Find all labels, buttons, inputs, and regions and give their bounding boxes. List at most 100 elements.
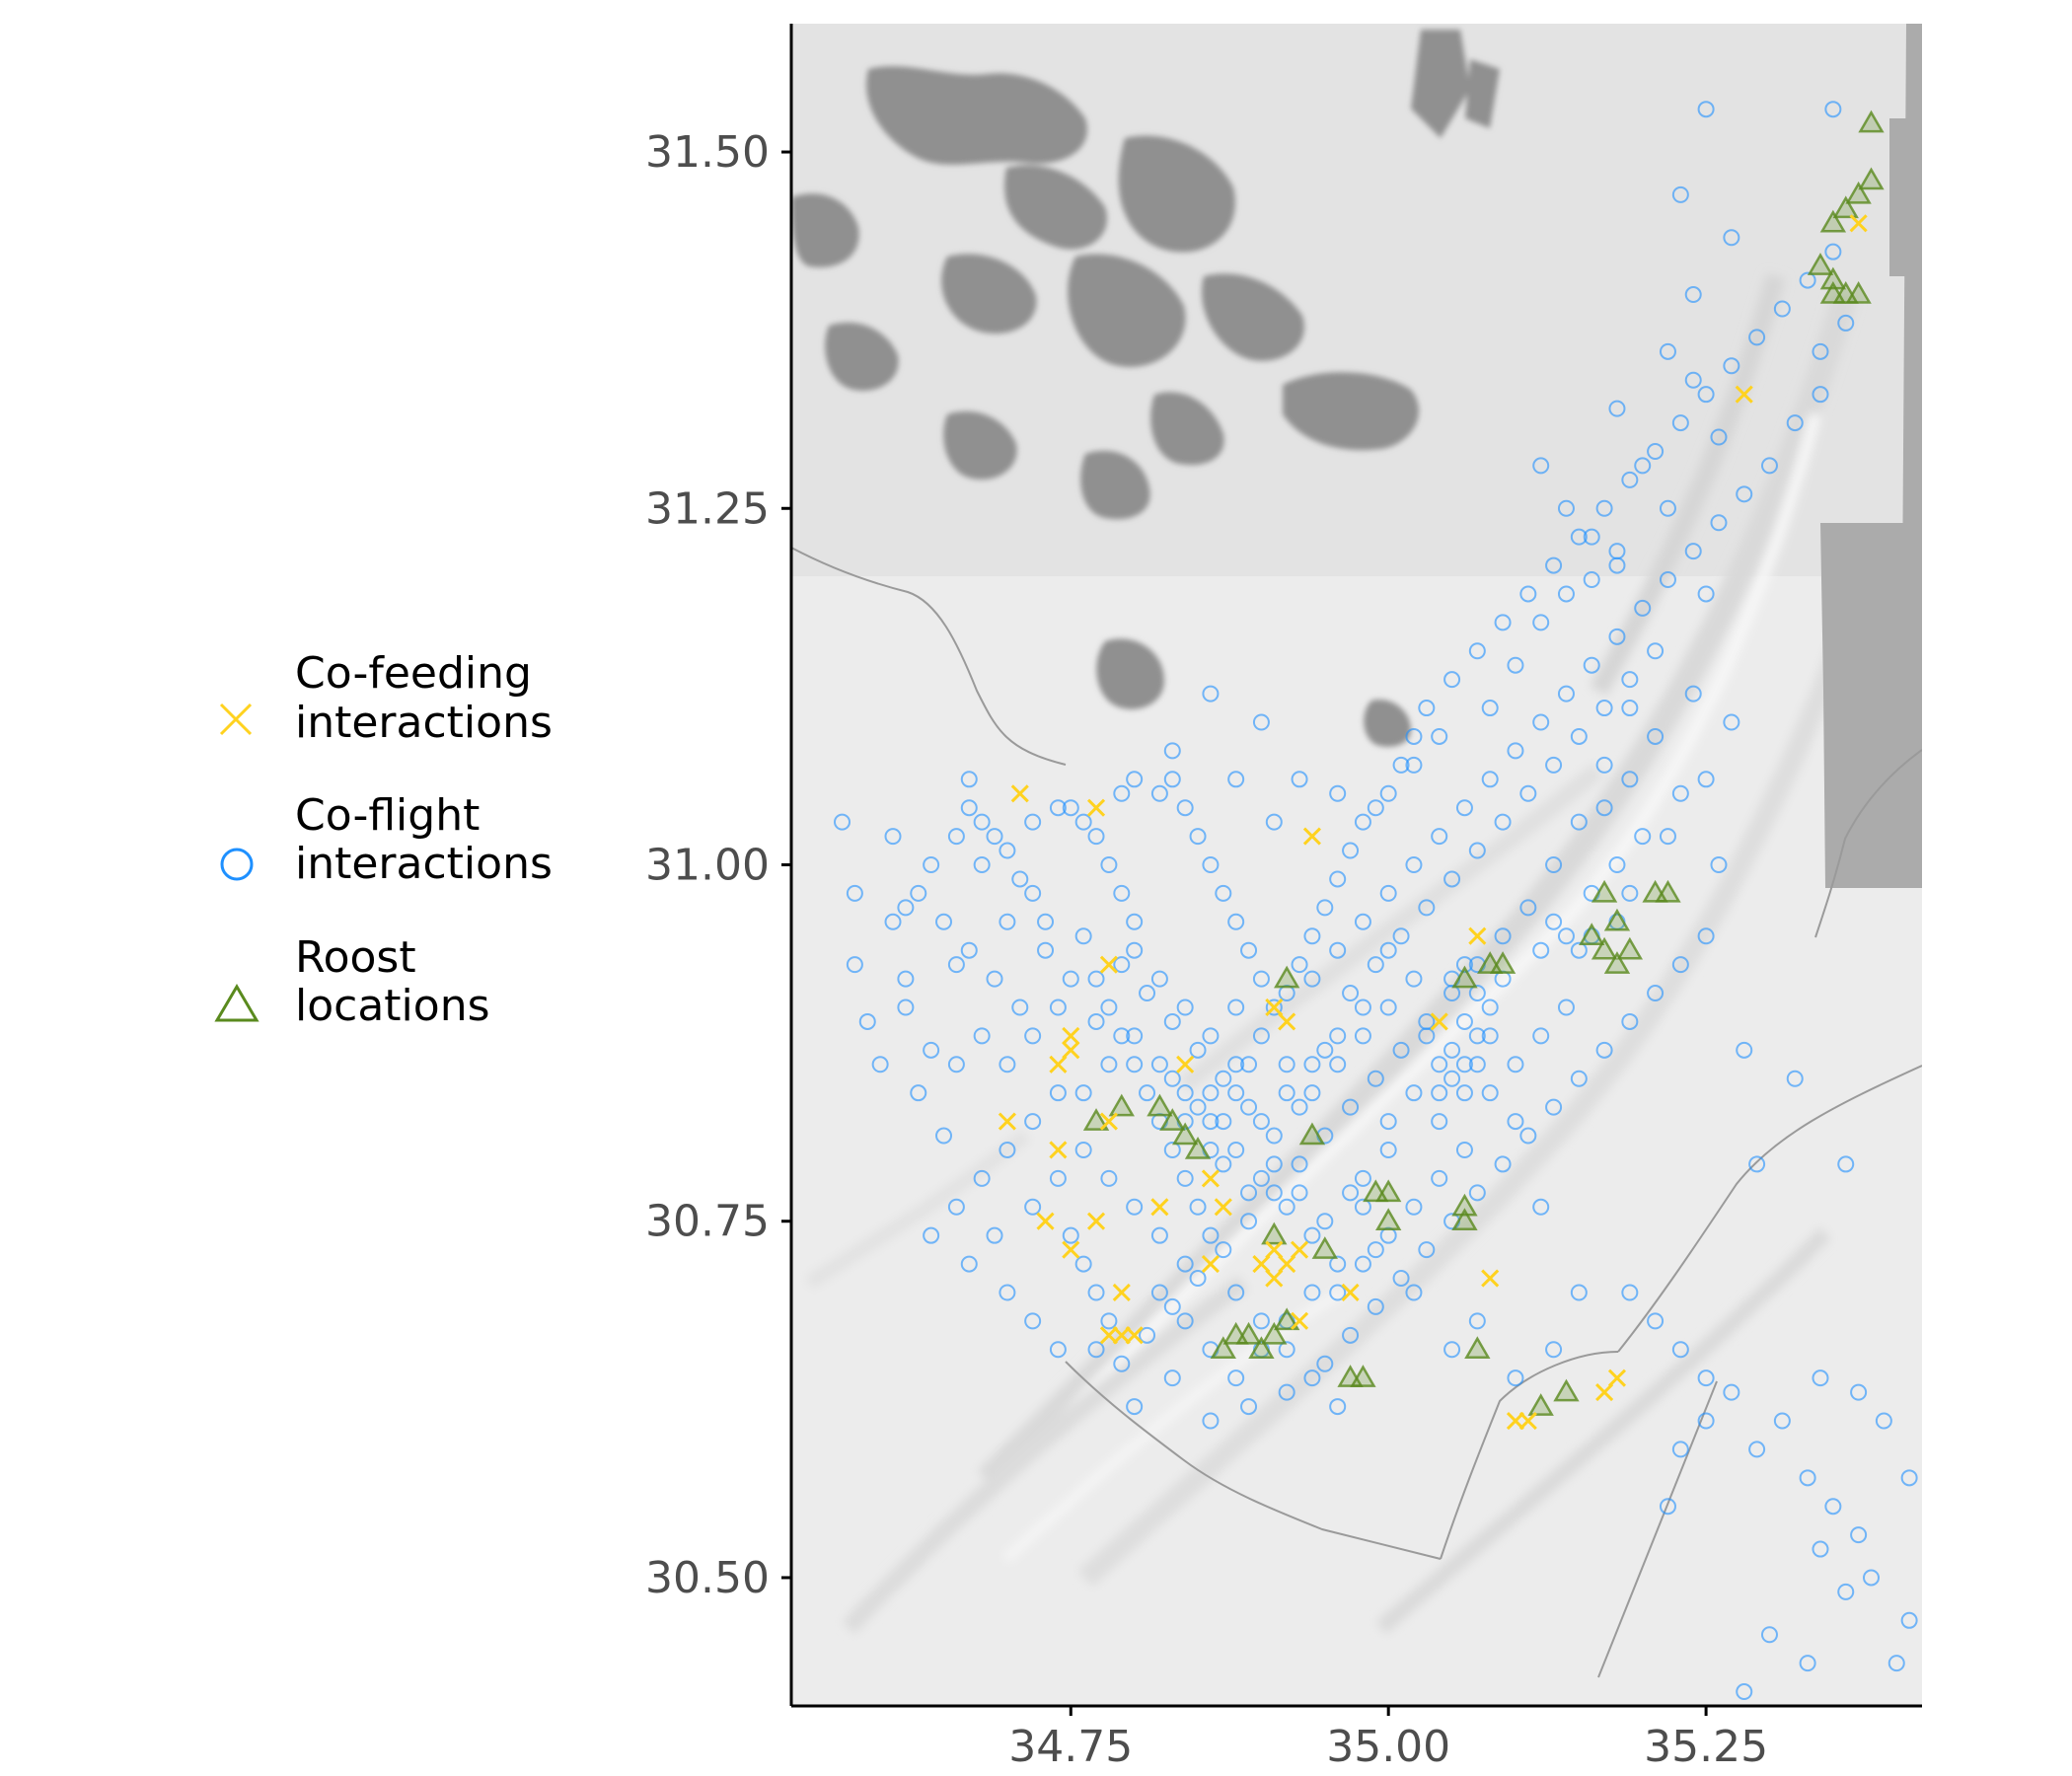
coflight-point <box>1150 784 1168 802</box>
coflight-point <box>1150 970 1168 988</box>
coflight-point <box>1202 1412 1220 1430</box>
coflight-point <box>1570 813 1588 831</box>
coflight-point <box>1024 813 1042 831</box>
coflight-point <box>1647 442 1665 460</box>
coflight-point <box>1342 1326 1360 1344</box>
coflight-point <box>1100 999 1118 1016</box>
coflight-point <box>910 884 927 902</box>
coflight-point <box>1150 1284 1168 1301</box>
coflight-point <box>1126 771 1144 788</box>
cofeeding-point <box>1099 1112 1118 1131</box>
coflight-point <box>1608 628 1626 645</box>
coflight-point <box>1227 999 1245 1016</box>
cofeeding-point <box>1430 1012 1448 1031</box>
coflight-point <box>1799 271 1816 289</box>
coflight-point <box>1126 1398 1144 1416</box>
roost-point <box>1235 1321 1262 1345</box>
coflight-point <box>1062 970 1079 988</box>
coflight-point <box>1824 243 1842 260</box>
coflight-point <box>1418 700 1436 717</box>
coflight-point <box>1519 1127 1537 1145</box>
coflight-point <box>1824 101 1842 118</box>
coflight-point <box>1595 756 1613 774</box>
roost-point <box>1350 1365 1376 1387</box>
coflight-point <box>1303 1056 1321 1073</box>
cofeeding-point <box>1086 798 1106 817</box>
coflight-point <box>1431 1056 1448 1073</box>
coflight-point <box>1647 985 1665 1002</box>
coflight-point <box>1367 956 1384 974</box>
coflight-point <box>1824 1498 1842 1516</box>
coflight-point <box>1455 1084 1473 1102</box>
cofeeding-point <box>1125 1326 1144 1345</box>
coflight-point <box>1227 1369 1245 1387</box>
coflight-point <box>1265 1184 1283 1202</box>
coflight-point <box>1481 1084 1499 1102</box>
roost-point <box>1451 1193 1478 1217</box>
legend-item-cofeeding: Co-feeding interactions <box>219 648 553 748</box>
roost-point <box>1616 936 1644 960</box>
coflight-point <box>1748 1441 1766 1458</box>
coflight-point <box>1202 1027 1220 1045</box>
coflight-point <box>1024 1312 1042 1330</box>
coflight-point <box>1316 1355 1334 1372</box>
coflight-point <box>1481 771 1499 788</box>
plot-panel <box>791 24 1922 1706</box>
cofeeding-point <box>1849 214 1868 233</box>
cofeeding-point <box>1518 1411 1537 1431</box>
coflight-point <box>1697 101 1715 118</box>
coflight-point <box>1405 727 1423 745</box>
coflight-point <box>1392 1270 1410 1288</box>
roost-point <box>1451 1208 1478 1230</box>
coflight-point <box>1532 457 1550 475</box>
cofeeding-point <box>1481 1269 1500 1288</box>
coflight-point <box>1468 1184 1486 1202</box>
coflight-point <box>897 899 915 917</box>
cofeeding-point <box>1112 1326 1131 1345</box>
coflight-point <box>1240 1398 1258 1416</box>
coflight-point <box>1074 1141 1092 1158</box>
coflight-point <box>1710 428 1728 446</box>
roost-point <box>1819 209 1847 233</box>
coflight-point <box>1557 685 1575 703</box>
coflight-point <box>1100 1056 1118 1073</box>
coflight-point <box>1595 499 1613 517</box>
coflight-point <box>1227 913 1245 930</box>
coflight-point <box>935 913 953 930</box>
coflight-point <box>960 771 978 788</box>
coflight-point <box>1024 1027 1042 1045</box>
roost-point <box>1655 879 1681 903</box>
coflight-point <box>1074 1084 1092 1102</box>
coflight-point <box>1011 999 1029 1016</box>
coflight-point <box>1507 1113 1524 1131</box>
coflight-point <box>1545 556 1563 574</box>
coflight-point <box>1163 1012 1181 1030</box>
legend-label-cofeeding-line1: Co-feeding <box>295 648 532 699</box>
coflight-point <box>1113 1355 1131 1372</box>
coflight-point <box>1049 1084 1067 1102</box>
coflight-point <box>1595 1041 1613 1059</box>
coflight-point <box>935 1127 953 1145</box>
coflight-point <box>1113 884 1131 902</box>
coflight-point <box>1329 1056 1347 1073</box>
x-axis-ticks: 34.75 35.00 35.25 <box>1008 1706 1768 1772</box>
coflight-point <box>1087 1012 1105 1030</box>
coflight-point <box>1405 856 1423 873</box>
coflight-point <box>1303 1284 1321 1301</box>
coflight-point <box>986 828 1003 846</box>
coflight-point <box>1074 1255 1092 1273</box>
coflight-point <box>1316 1041 1334 1059</box>
coflight-point <box>1545 1098 1563 1116</box>
coflight-point <box>884 913 902 930</box>
coflight-point <box>1202 1084 1220 1102</box>
coflight-point <box>999 1141 1016 1158</box>
coflight-point <box>1240 1056 1258 1073</box>
roost-point <box>1172 1122 1199 1146</box>
cofeeding-point <box>1062 1026 1080 1045</box>
coflight-point <box>1443 1041 1461 1059</box>
coflight-point <box>1621 1284 1639 1301</box>
coflight-point <box>1723 229 1740 247</box>
coflight-point <box>1176 1169 1194 1187</box>
roost-point <box>1579 923 1605 945</box>
roost-point <box>1603 951 1631 974</box>
